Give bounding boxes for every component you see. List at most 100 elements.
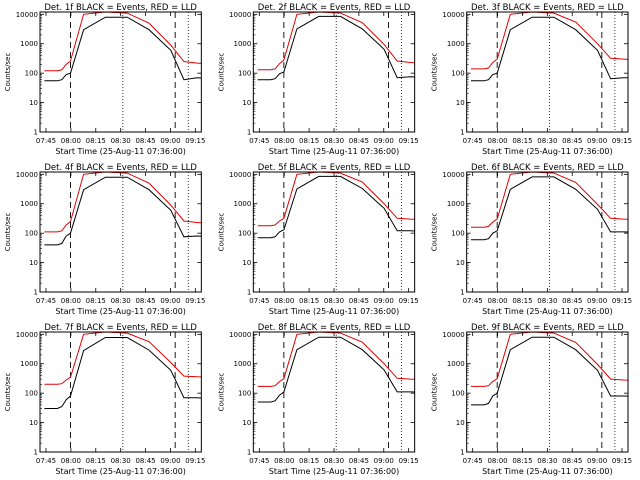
y-tick-label: 1 bbox=[247, 449, 251, 457]
plot-frame bbox=[252, 171, 416, 293]
x-tick-label: 09:15 bbox=[612, 457, 632, 465]
x-tick-label: 08:15 bbox=[86, 137, 106, 145]
events-series-line bbox=[257, 336, 415, 403]
x-tick-label: 08:15 bbox=[299, 137, 319, 145]
lld-series-line bbox=[471, 172, 628, 228]
x-tick-label: 08:15 bbox=[512, 137, 532, 145]
detector-panel: Det. 9f BLACK = Events, RED = LLD Counts/… bbox=[431, 323, 632, 476]
plot-frame bbox=[39, 11, 202, 133]
y-tick-label: 10000 bbox=[442, 11, 464, 19]
reference-lines bbox=[496, 332, 616, 452]
x-tick-label: 09:00 bbox=[587, 137, 607, 145]
x-tick-label: 09:15 bbox=[399, 137, 419, 145]
panel-title: Det. 7f BLACK = Events, RED = LLD bbox=[44, 323, 197, 333]
x-axis-label: Start Time (25-Aug-11 07:36:00) bbox=[55, 147, 186, 156]
y-tick-label: 100 bbox=[25, 70, 38, 78]
reference-lines bbox=[70, 332, 189, 452]
y-tick-label: 10 bbox=[29, 99, 38, 107]
lld-series-line bbox=[257, 12, 415, 71]
x-tick-label: 08:45 bbox=[562, 297, 582, 305]
y-tick-label: 10000 bbox=[229, 171, 251, 179]
panel-title: Det. 1f BLACK = Events, RED = LLD bbox=[44, 3, 197, 13]
plot-frame bbox=[39, 171, 202, 293]
detector-panel: Det. 1f BLACK = Events, RED = LLD Counts/… bbox=[4, 3, 205, 156]
x-tick-label: 08:30 bbox=[537, 457, 557, 465]
x-axis-label: Start Time (25-Aug-11 07:36:00) bbox=[55, 307, 186, 316]
x-tick-label: 08:30 bbox=[324, 297, 344, 305]
detector-panel: Det. 7f BLACK = Events, RED = LLD Counts/… bbox=[4, 323, 205, 476]
x-tick-label: 08:15 bbox=[512, 457, 532, 465]
panel-title: Det. 3f BLACK = Events, RED = LLD bbox=[471, 3, 624, 13]
x-tick-label: 09:15 bbox=[399, 297, 419, 305]
detector-panel: Det. 3f BLACK = Events, RED = LLD Counts/… bbox=[431, 3, 632, 156]
x-tick-label: 08:30 bbox=[324, 137, 344, 145]
panel-title: Det. 6f BLACK = Events, RED = LLD bbox=[471, 163, 624, 173]
lld-series-line bbox=[471, 12, 628, 70]
lld-series-line bbox=[471, 332, 628, 387]
x-tick-label: 09:15 bbox=[612, 137, 632, 145]
x-tick-label: 08:00 bbox=[61, 137, 81, 145]
x-tick-label: 08:30 bbox=[111, 457, 131, 465]
x-tick-label: 09:00 bbox=[160, 137, 180, 145]
y-axis-label: Counts/sec bbox=[217, 53, 225, 92]
panel-title: Det. 9f BLACK = Events, RED = LLD bbox=[471, 323, 624, 333]
x-tick-label: 07:45 bbox=[463, 457, 483, 465]
x-tick-label: 08:15 bbox=[86, 297, 106, 305]
y-tick-label: 10 bbox=[242, 99, 251, 107]
x-tick-label: 09:15 bbox=[612, 297, 632, 305]
panel-title: Det. 5f BLACK = Events, RED = LLD bbox=[258, 163, 411, 173]
x-axis-label: Start Time (25-Aug-11 07:36:00) bbox=[482, 307, 613, 316]
x-axis-label: Start Time (25-Aug-11 07:36:00) bbox=[482, 147, 613, 156]
y-tick-label: 100 bbox=[451, 390, 464, 398]
detector-panel: Det. 5f BLACK = Events, RED = LLD Counts/… bbox=[217, 163, 419, 316]
x-tick-label: 08:45 bbox=[135, 457, 155, 465]
plot-frame bbox=[466, 11, 629, 133]
x-tick-label: 08:45 bbox=[562, 137, 582, 145]
y-tick-label: 1 bbox=[34, 289, 38, 297]
y-tick-label: 100 bbox=[238, 70, 251, 78]
x-tick-label: 08:00 bbox=[487, 297, 507, 305]
plot-frame bbox=[252, 331, 416, 453]
y-axis-label: Counts/sec bbox=[4, 53, 12, 92]
events-series-line bbox=[471, 336, 628, 406]
x-tick-label: 08:15 bbox=[512, 297, 532, 305]
x-tick-label: 08:15 bbox=[86, 457, 106, 465]
y-tick-label: 100 bbox=[451, 230, 464, 238]
x-tick-label: 08:30 bbox=[111, 137, 131, 145]
y-tick-label: 10 bbox=[456, 99, 465, 107]
lld-series-line bbox=[44, 172, 202, 233]
events-series-line bbox=[44, 337, 202, 409]
y-tick-label: 10 bbox=[456, 419, 465, 427]
x-tick-label: 08:45 bbox=[349, 137, 369, 145]
x-axis-label: Start Time (25-Aug-11 07:36:00) bbox=[269, 467, 400, 476]
x-tick-label: 09:15 bbox=[185, 457, 205, 465]
y-tick-label: 1 bbox=[34, 449, 38, 457]
x-tick-label: 09:15 bbox=[185, 137, 205, 145]
y-tick-label: 1000 bbox=[447, 40, 465, 48]
x-tick-label: 08:30 bbox=[111, 297, 131, 305]
detector-panel: Det. 8f BLACK = Events, RED = LLD Counts/… bbox=[217, 323, 418, 476]
x-tick-label: 08:00 bbox=[487, 137, 507, 145]
y-tick-label: 10000 bbox=[16, 11, 38, 19]
plot-frame bbox=[466, 331, 629, 453]
x-axis-label: Start Time (25-Aug-11 07:36:00) bbox=[269, 307, 400, 316]
y-tick-label: 1 bbox=[247, 289, 251, 297]
y-tick-label: 100 bbox=[451, 70, 464, 78]
y-axis-label: Counts/sec bbox=[4, 213, 12, 252]
detector-panel: Det. 2f BLACK = Events, RED = LLD Counts/… bbox=[217, 3, 419, 156]
y-axis-label: Counts/sec bbox=[4, 373, 12, 412]
x-tick-label: 08:45 bbox=[562, 457, 582, 465]
x-tick-label: 08:45 bbox=[135, 137, 155, 145]
y-axis-label: Counts/sec bbox=[431, 373, 439, 412]
y-tick-label: 10000 bbox=[229, 11, 251, 19]
y-axis-label: Counts/sec bbox=[217, 373, 225, 412]
x-tick-label: 08:00 bbox=[61, 297, 81, 305]
y-tick-label: 1000 bbox=[20, 40, 38, 48]
events-series-line bbox=[44, 176, 202, 246]
detector-panel: Det. 6f BLACK = Events, RED = LLD Counts/… bbox=[431, 163, 632, 316]
x-axis-label: Start Time (25-Aug-11 07:36:00) bbox=[55, 467, 186, 476]
x-tick-label: 08:15 bbox=[299, 297, 319, 305]
y-tick-label: 100 bbox=[238, 390, 251, 398]
x-tick-label: 09:15 bbox=[185, 297, 205, 305]
